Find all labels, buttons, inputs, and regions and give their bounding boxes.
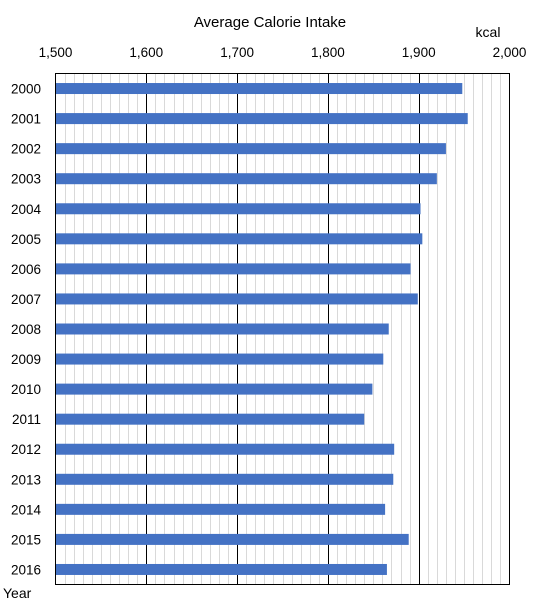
x-tick-labels: 1,500 1,600 1,700 1,800 1,900 2,000 [39,45,527,60]
bar-2008 [55,323,389,335]
bar-2012 [55,443,395,455]
x-tick-label: 1,600 [129,45,163,60]
x-tick-label: 1,800 [311,45,345,60]
x-tick-label: 1,500 [39,45,73,60]
y-tick-label: 2012 [11,442,41,457]
bar-2016 [55,563,387,575]
bar-2005 [55,233,423,245]
y-tick-label: 2003 [11,172,41,187]
plot-frame [55,73,510,585]
y-tick-labels: 2000 2001 2002 2003 2004 2005 2006 2007 2008 2009… [11,82,42,578]
y-tick-label: 2000 [11,82,41,97]
bar-2000 [55,83,463,95]
chart-title: Average Calorie Intake [194,14,346,31]
y-tick-label: 2016 [11,562,41,577]
y-tick-label: 2007 [11,292,41,307]
x-tick-label: 1,700 [220,45,254,60]
y-axis-label: Year [3,585,32,600]
bar-2013 [55,473,394,485]
bar-2003 [55,173,437,185]
bar-2011 [55,413,365,425]
unit-label: kcal [476,24,501,40]
y-tick-label: 2009 [11,352,41,367]
y-tick-label: 2014 [11,502,42,517]
y-tick-label: 2006 [11,262,41,277]
bar-2002 [55,143,446,155]
bar-2015 [55,533,409,545]
y-tick-label: 2011 [12,412,41,427]
bar-2006 [55,263,411,275]
x-tick-label: 1,900 [402,45,436,60]
bar-2007 [55,293,418,305]
x-tick-label: 2,000 [493,45,527,60]
y-tick-label: 2001 [11,112,41,127]
y-tick-label: 2005 [11,232,41,247]
y-tick-label: 2002 [11,142,41,157]
y-tick-label: 2004 [11,202,42,217]
y-tick-label: 2008 [11,322,41,337]
bar-2009 [55,353,384,365]
bar-2014 [55,503,386,515]
bar-2001 [55,113,468,125]
y-tick-label: 2013 [11,472,41,487]
y-tick-label: 2015 [11,532,41,547]
bar-2010 [55,383,373,395]
bar-2004 [55,203,421,215]
y-tick-label: 2010 [11,382,41,397]
bars [55,83,468,575]
